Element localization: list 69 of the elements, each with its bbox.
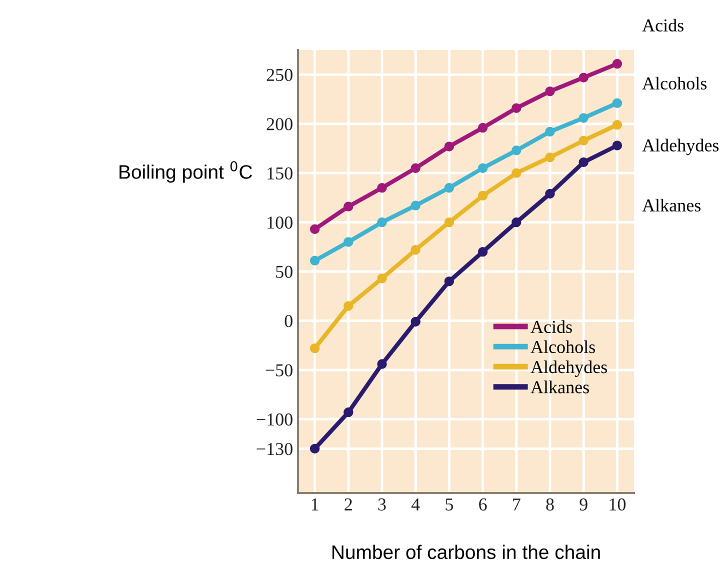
y-tick-label: 0	[284, 314, 292, 328]
point	[512, 217, 522, 228]
point	[410, 200, 420, 210]
point	[545, 126, 555, 137]
x-tick-label: 3	[378, 498, 386, 511]
point	[377, 217, 387, 228]
y-tick-label: −130	[256, 442, 292, 456]
point	[344, 301, 354, 311]
point	[578, 72, 588, 82]
point	[444, 276, 454, 286]
text: Alcohols	[642, 76, 707, 90]
point	[344, 407, 354, 418]
x-tick-label: 5	[446, 498, 454, 511]
point	[478, 190, 488, 201]
point	[545, 86, 555, 96]
text: Alkanes	[642, 198, 701, 212]
point	[478, 246, 488, 257]
point	[578, 157, 588, 168]
x-tick-label: 6	[479, 498, 487, 511]
x-tick-label: 9	[580, 498, 588, 511]
point	[444, 217, 454, 228]
y-tick-label: 200	[266, 118, 292, 130]
point	[344, 237, 354, 247]
point	[444, 182, 454, 193]
point	[478, 122, 488, 133]
point	[612, 120, 622, 130]
text: Acids	[642, 18, 684, 32]
point	[612, 58, 622, 69]
y-tick-label: 100	[268, 216, 292, 229]
point	[410, 244, 420, 255]
point	[377, 359, 387, 369]
legend-label: Acids	[530, 320, 572, 334]
y-tick-label: 150	[268, 167, 292, 180]
point	[377, 182, 387, 193]
point	[512, 103, 522, 113]
y-tick-label: 50	[276, 266, 292, 278]
point	[377, 274, 387, 284]
x-tick-label: 8	[546, 498, 554, 511]
point	[310, 343, 320, 354]
y-tick-label: −100	[256, 413, 292, 426]
point	[310, 444, 320, 454]
text: Aldehydes	[642, 138, 719, 156]
point	[578, 136, 588, 146]
point	[512, 146, 522, 156]
point	[410, 163, 420, 173]
x-tick-label: 10	[610, 498, 626, 511]
point	[344, 202, 354, 212]
point	[545, 152, 555, 162]
x-tick-label: 1	[312, 498, 318, 510]
point	[410, 316, 420, 327]
x-tick-label: 7	[513, 498, 520, 510]
x-tick-label: 2	[344, 498, 352, 510]
x-axis-title: Number of carbons in the chain	[332, 544, 600, 560]
legend-label: Aldehydes	[530, 360, 608, 377]
point	[612, 140, 622, 150]
y-axis-title: Boiling point $^{0}$C	[120, 161, 252, 183]
point	[612, 98, 622, 108]
legend-label: Alcohols	[530, 340, 595, 354]
y-tick-label: 250	[266, 68, 292, 82]
point	[310, 224, 320, 234]
point	[444, 142, 454, 152]
point	[545, 188, 555, 199]
y-tick-label: −50	[266, 364, 292, 376]
point	[578, 113, 588, 123]
legend-label: Alkanes	[530, 380, 589, 394]
point	[478, 163, 488, 173]
point	[512, 168, 522, 178]
x-tick-label: 4	[411, 498, 420, 510]
point	[310, 256, 320, 266]
